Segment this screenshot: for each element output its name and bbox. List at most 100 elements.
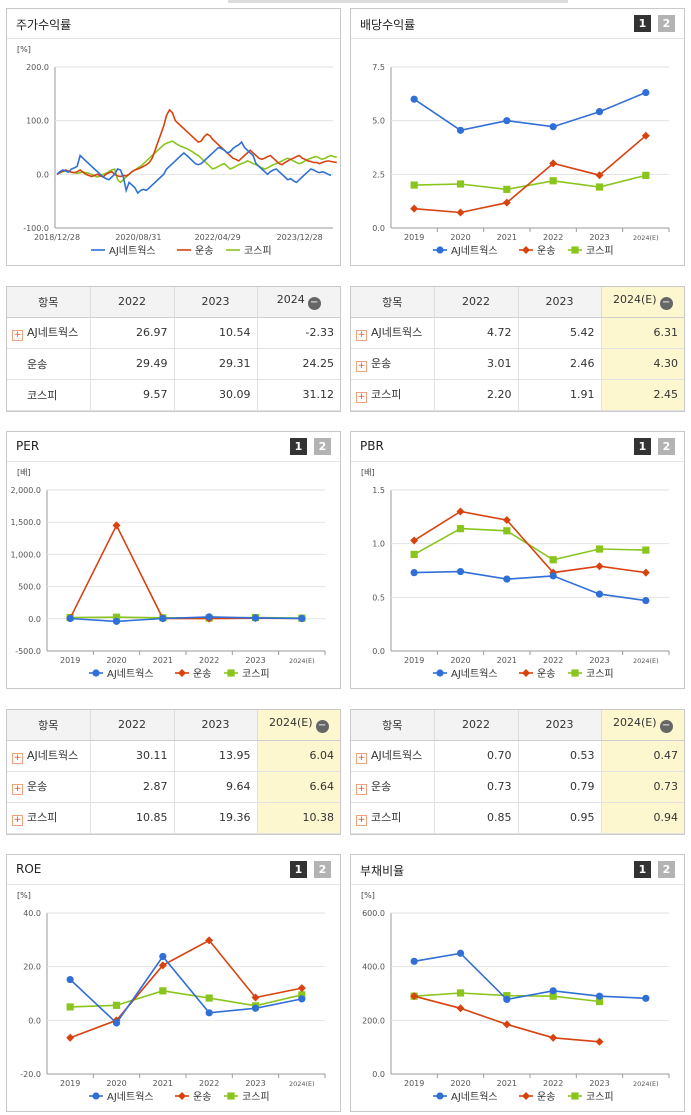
- legend-label: 운송: [193, 668, 211, 680]
- x-tick-label: 2024(E): [289, 1080, 315, 1088]
- collapse-minus-icon[interactable]: −: [307, 297, 321, 311]
- legend-label: 코스피: [242, 668, 270, 680]
- point-transport: [549, 1033, 558, 1042]
- x-tick-label: 2024(E): [633, 234, 659, 242]
- row-label-cell: + 코스피: [351, 802, 434, 834]
- page-button-2[interactable]: 2: [658, 861, 675, 878]
- page-button-2[interactable]: 2: [658, 15, 675, 32]
- panel-header: 주가수익률: [7, 9, 340, 39]
- row-label-cell: + 코스피: [351, 379, 434, 411]
- expand-plus-icon[interactable]: +: [12, 784, 23, 795]
- point-ajnetworks: [642, 994, 650, 1002]
- point-ajnetworks: [112, 617, 121, 625]
- value-cell: 0.95: [517, 802, 601, 834]
- point-ajnetworks: [503, 575, 511, 583]
- y-tick-label: 0.0: [28, 615, 41, 624]
- point-kospi: [503, 992, 511, 1000]
- legend-label: 운송: [537, 245, 555, 257]
- point-ajnetworks: [205, 1009, 213, 1017]
- table-row: + AJ네트웍스 26.97 10.54 -2.33: [7, 317, 340, 349]
- page-button-2[interactable]: 2: [314, 861, 331, 878]
- x-tick-label: 2020: [450, 233, 470, 242]
- point-ajnetworks: [66, 975, 74, 984]
- header-label: 2023: [201, 718, 230, 732]
- table-row: + 운송 0.73 0.79 0.73: [351, 771, 684, 803]
- expand-plus-icon[interactable]: +: [356, 392, 367, 403]
- point-ajnetworks: [642, 596, 650, 605]
- y-tick-label: 0.0: [36, 170, 49, 179]
- expand-plus-icon[interactable]: +: [356, 330, 367, 341]
- panel-title: 부채비율: [360, 864, 405, 878]
- y-tick-label: 1.0: [372, 540, 385, 549]
- column-header: 2023: [517, 287, 601, 318]
- point-kospi: [503, 185, 511, 193]
- y-tick-label: 1.5: [372, 486, 385, 495]
- legend-label: 코스피: [242, 1091, 270, 1103]
- row-label: AJ네트웍스: [371, 326, 423, 339]
- expand-plus-icon[interactable]: +: [12, 330, 23, 341]
- point-ajnetworks: [595, 992, 604, 1000]
- x-tick-label: 2018/12/28: [34, 233, 80, 242]
- y-tick-label: 20.0: [23, 963, 41, 972]
- page-button-1[interactable]: 1: [634, 15, 651, 32]
- y-tick-label: 2,000.0: [10, 486, 41, 495]
- point-transport: [522, 246, 530, 254]
- expand-plus-icon[interactable]: +: [356, 815, 367, 826]
- collapse-minus-icon[interactable]: −: [659, 720, 673, 734]
- row-label: 코스피: [27, 388, 58, 402]
- expand-plus-icon[interactable]: +: [356, 784, 367, 795]
- page-button-1[interactable]: 1: [634, 438, 651, 455]
- y-tick-label: 200.0: [362, 1016, 385, 1025]
- header-label: 2022: [462, 295, 490, 309]
- header-label: 2022: [118, 718, 146, 732]
- collapse-minus-icon[interactable]: −: [315, 720, 329, 734]
- x-tick-label: 2023: [589, 233, 609, 242]
- expand-plus-icon[interactable]: +: [12, 753, 23, 764]
- point-kospi: [227, 669, 235, 677]
- x-tick-label: 2023/12/28: [277, 233, 323, 242]
- page-button-2[interactable]: 2: [658, 438, 675, 455]
- point-transport: [158, 961, 167, 970]
- point-transport: [178, 1092, 186, 1100]
- legend-label: 코스피: [586, 668, 614, 680]
- page-button-2[interactable]: 2: [314, 438, 331, 455]
- column-header: 2022: [433, 710, 518, 741]
- page-button-1[interactable]: 1: [634, 861, 651, 878]
- point-ajnetworks: [503, 995, 511, 1004]
- row-label: AJ네트웍스: [27, 326, 79, 339]
- x-tick-label: 2021: [497, 656, 517, 665]
- header-label: 2024: [276, 293, 305, 307]
- x-tick-label: 2023: [589, 656, 609, 665]
- expand-plus-icon[interactable]: +: [356, 361, 367, 372]
- panel-pbr: PBR 1 2 [배] 1.5 1.0 0.5 0.0 2019 2020 2021 2022 2023…: [350, 431, 685, 689]
- value-cell: 10.38: [256, 802, 340, 834]
- value-cell: 29.31: [173, 348, 257, 380]
- header-label: 항목: [382, 295, 403, 309]
- point-kospi: [298, 991, 306, 999]
- panel-title: PBR: [360, 439, 384, 453]
- column-header: 2023: [173, 287, 257, 318]
- legend-label: AJ네트웍스: [451, 668, 498, 680]
- panel-table-stock: 항목 2022 2023 2024− + AJ네트웍스 26.97 10.54 -2.33 운송 2…: [6, 286, 341, 412]
- y-tick-label: 0.0: [28, 1016, 41, 1025]
- panel-title: PER: [16, 439, 40, 453]
- x-tick-label: 2024(E): [633, 1080, 659, 1088]
- point-kospi: [549, 177, 557, 185]
- collapse-minus-icon[interactable]: −: [659, 297, 673, 311]
- x-tick-label: 2021: [153, 1079, 173, 1088]
- point-kospi: [571, 669, 579, 677]
- legend-label: 코스피: [244, 245, 272, 257]
- y-tick-label: 0.0: [372, 1070, 385, 1079]
- value-cell: 0.85: [433, 802, 518, 834]
- legend: AJ네트웍스 운송 코스피: [433, 245, 614, 257]
- y-tick-label: 1,500.0: [10, 518, 41, 527]
- expand-plus-icon[interactable]: +: [12, 815, 23, 826]
- expand-plus-icon[interactable]: +: [356, 753, 367, 764]
- page-button-1[interactable]: 1: [290, 861, 307, 878]
- table-row: + AJ네트웍스 0.70 0.53 0.47: [351, 740, 684, 772]
- point-ajnetworks: [549, 987, 557, 995]
- table-header-row: 항목 2022 2023 2024(E) −: [351, 710, 684, 741]
- page-button-1[interactable]: 1: [290, 438, 307, 455]
- point-ajnetworks: [595, 590, 604, 598]
- series-line-transport: [413, 995, 600, 1043]
